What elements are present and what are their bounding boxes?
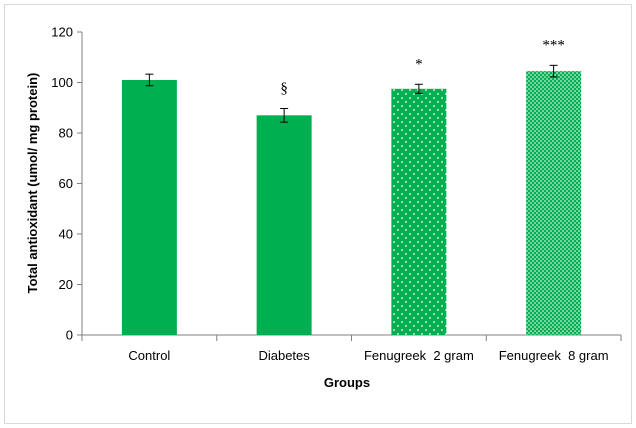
x-tick-label: Fenugreek 2 gram xyxy=(364,348,474,363)
y-tick-label: 80 xyxy=(59,126,73,141)
bars: §**** xyxy=(121,37,582,335)
x-tick-label: Fenugreek 8 gram xyxy=(499,348,609,363)
bar-1 xyxy=(256,115,312,335)
y-tick-label: 0 xyxy=(66,328,73,343)
y-tick-label: 120 xyxy=(51,25,73,40)
y-axis: 0 20 40 60 80 100 120 xyxy=(51,25,83,343)
bar-2 xyxy=(391,88,447,335)
x-axis: Control Diabetes Fenugreek 2 gram Fenugreek… xyxy=(81,334,622,363)
x-axis-title: Groups xyxy=(324,375,370,390)
significance-marker-2: * xyxy=(415,56,423,72)
y-axis-title: Total antioxidant (umol/ mg protein) xyxy=(25,73,40,294)
x-tick-label: Diabetes xyxy=(258,348,310,363)
significance-marker-3: *** xyxy=(542,37,565,53)
bar-3 xyxy=(526,71,582,335)
significance-marker-1: § xyxy=(280,81,288,97)
bar-0 xyxy=(121,79,177,335)
x-tick-label: Control xyxy=(128,348,170,363)
y-tick-label: 60 xyxy=(59,176,73,191)
y-tick-label: 40 xyxy=(59,227,73,242)
y-tick-label: 100 xyxy=(51,75,73,90)
y-tick-label: 20 xyxy=(59,277,73,292)
